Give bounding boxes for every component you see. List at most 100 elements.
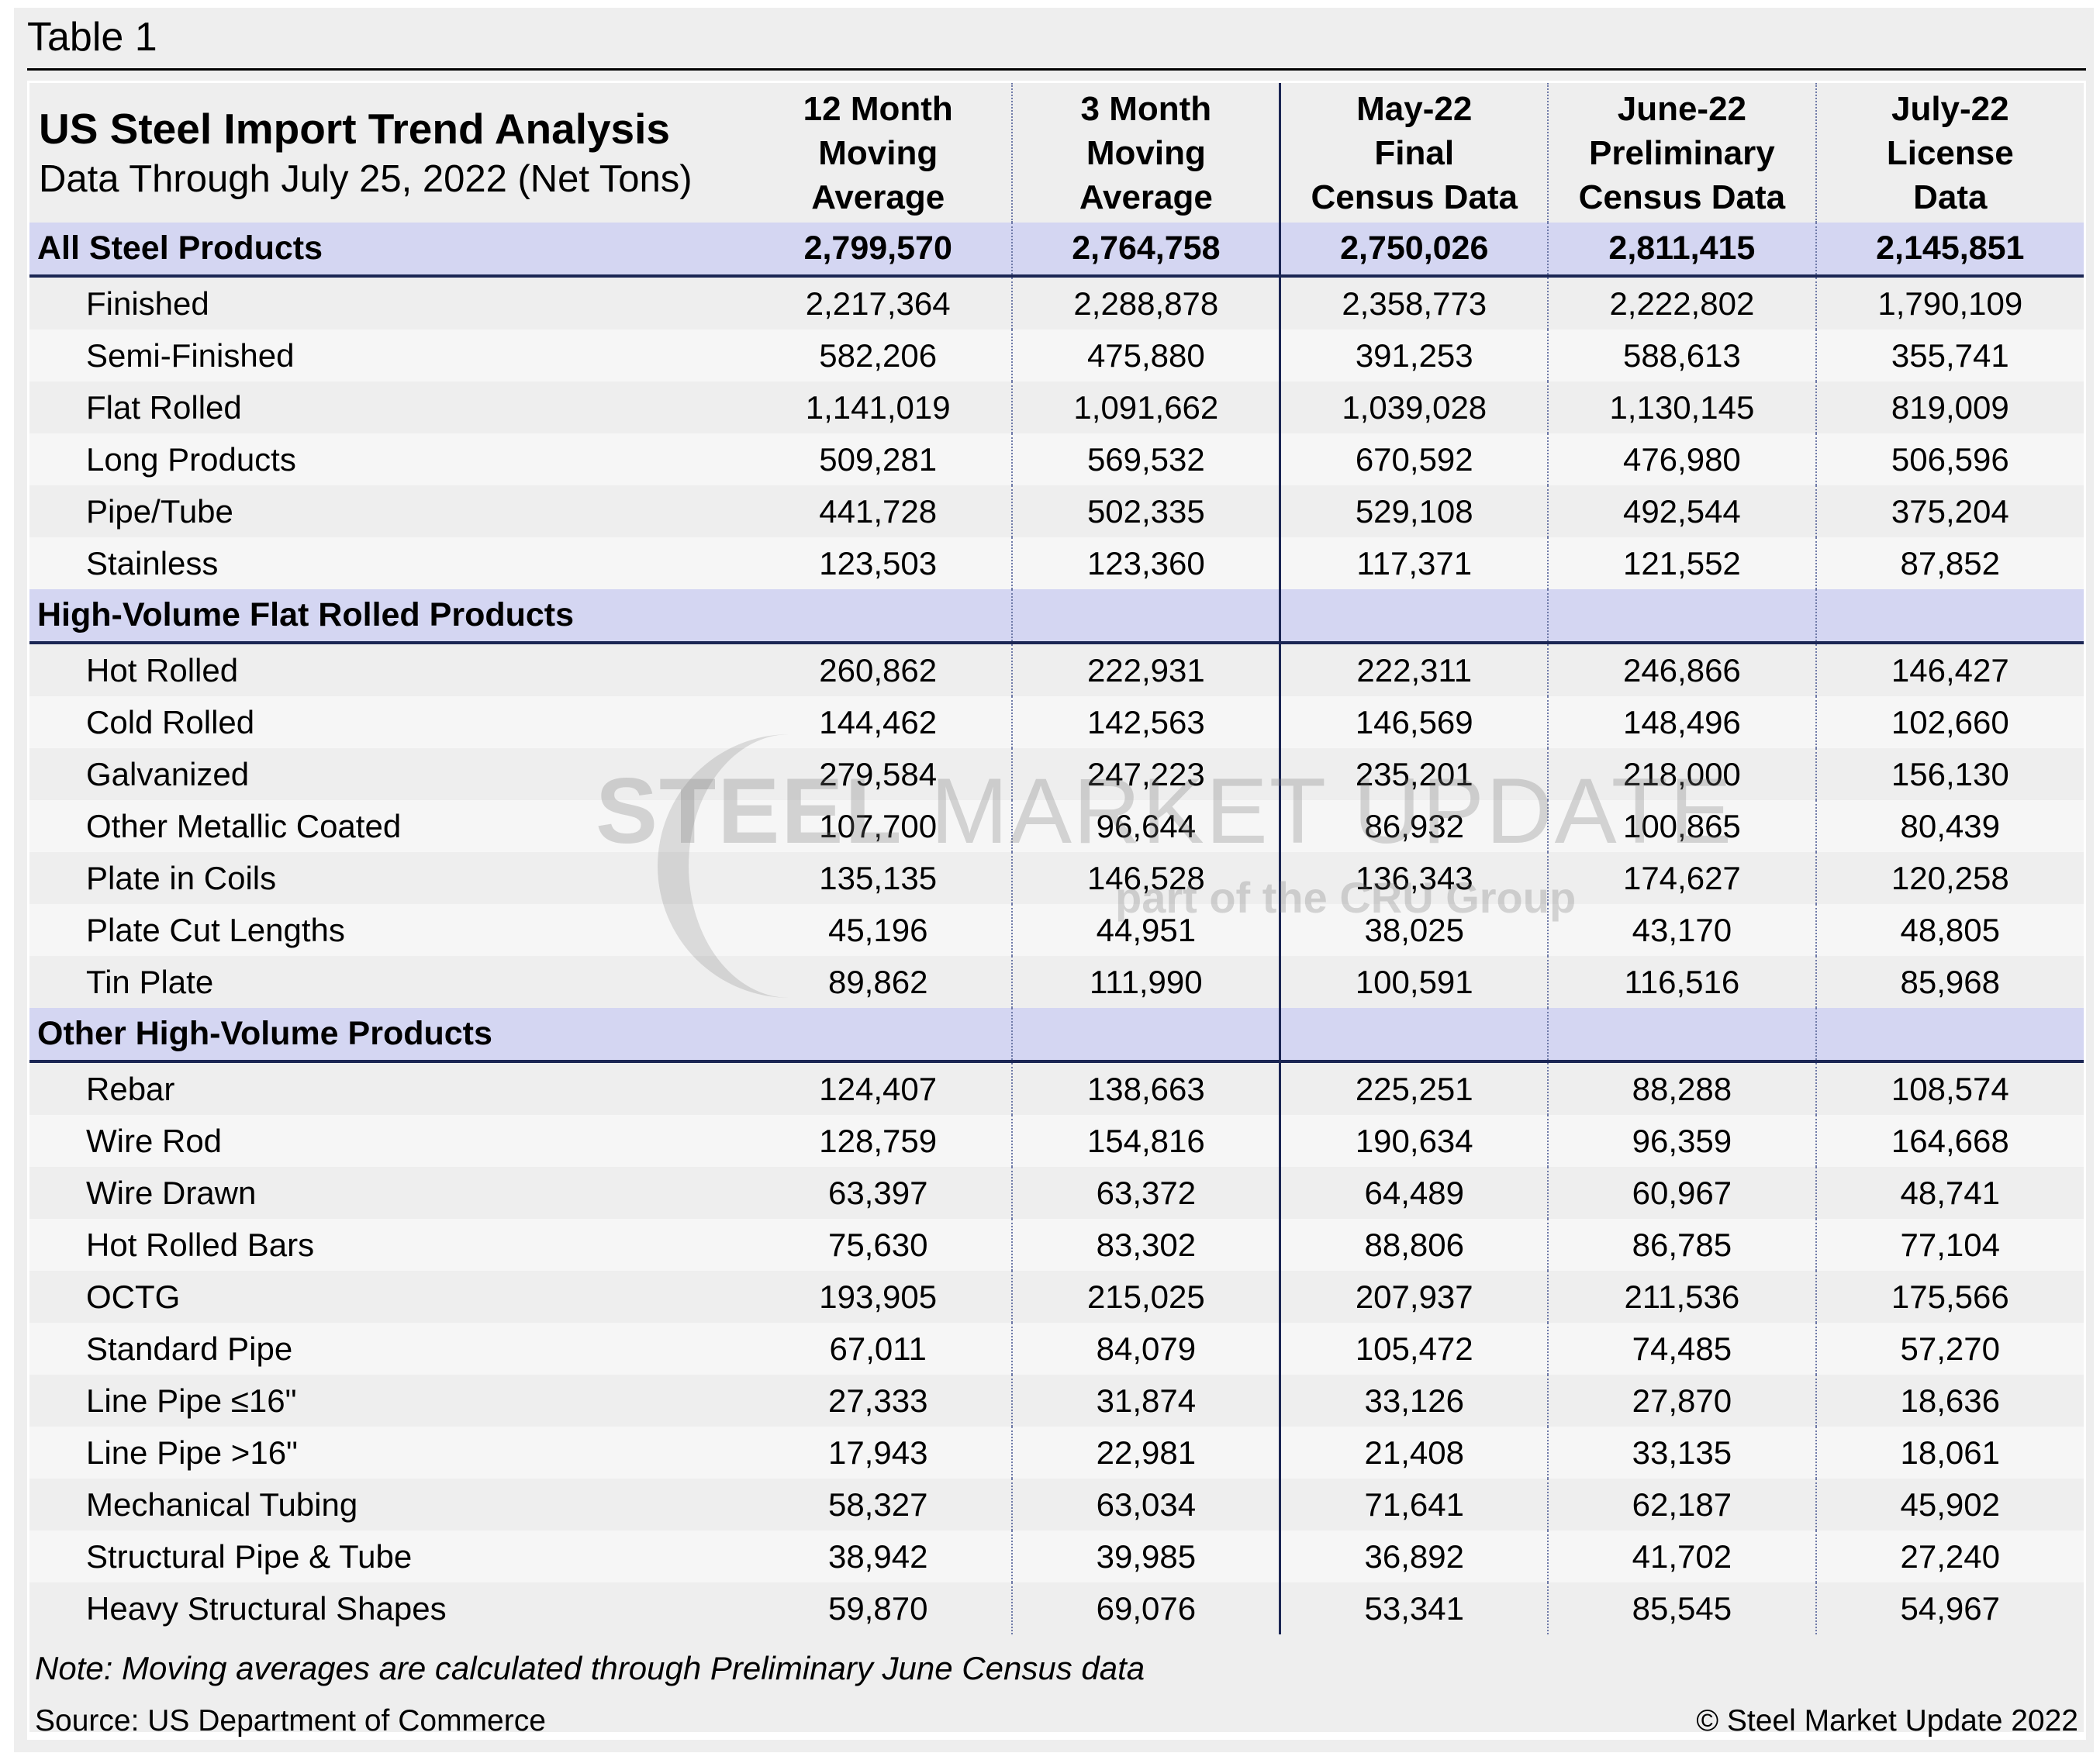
cell-value: 36,892 (1280, 1531, 1549, 1582)
column-header-line: Preliminary (1589, 133, 1775, 172)
section-value (1012, 589, 1282, 644)
cell-value: 135,135 (744, 852, 1014, 904)
cell-value: 38,942 (744, 1531, 1014, 1582)
table-row: Hot Rolled Bars 75,630 83,302 88,806 86,785 7… (29, 1219, 2084, 1271)
section-value: 2,799,570 (744, 223, 1014, 278)
cell-value: 1,141,019 (744, 381, 1014, 433)
table-title-cell: US Steel Import Trend Analysis Data Thro… (29, 83, 744, 223)
cell-value: 146,528 (1012, 852, 1282, 904)
cell-value: 279,584 (744, 748, 1014, 800)
row-label: Other Metallic Coated (29, 800, 745, 852)
section-value (744, 589, 1014, 644)
cell-value: 207,937 (1280, 1271, 1549, 1323)
cell-value: 819,009 (1891, 388, 2009, 426)
cell-value: 111,990 (1012, 956, 1282, 1008)
table-note: Note: Moving averages are calculated thr… (35, 1650, 1145, 1686)
cell-value: 88,288 (1548, 1061, 1817, 1115)
row-label: Line Pipe >16" (29, 1427, 745, 1479)
row-label: Tin Plate (86, 963, 214, 1000)
cell-value: 120,258 (1891, 859, 2009, 896)
row-label: Cold Rolled (29, 696, 745, 748)
cell-value: 63,372 (1012, 1167, 1282, 1219)
cell-value: 22,981 (1012, 1427, 1282, 1479)
section-row: All Steel Products 2,799,570 2,764,758 2,75… (29, 223, 2084, 278)
table-row: Mechanical Tubing 58,327 63,034 71,641 62,18… (29, 1479, 2084, 1531)
column-header-line: July-22 (1891, 89, 2009, 128)
column-header: June-22 Preliminary Census Data (1548, 83, 1817, 223)
cell-value: 441,728 (744, 485, 1014, 537)
section-value: 2,764,758 (1012, 223, 1282, 278)
section-value: 2,750,026 (1280, 223, 1549, 278)
table-row: Hot Rolled 260,862 222,931 222,311 246,866 14… (29, 643, 2084, 696)
table-row: Line Pipe ≤16" 27,333 31,874 33,126 27,870 18… (29, 1375, 2084, 1427)
cell-value: 128,759 (744, 1115, 1014, 1167)
cell-value: 529,108 (1280, 485, 1549, 537)
cell-value: 31,874 (1012, 1375, 1282, 1427)
cell-value: 75,630 (744, 1219, 1014, 1271)
table-row: Wire Drawn 63,397 63,372 64,489 60,967 48,741 (29, 1167, 2084, 1219)
cell-value: 86,932 (1280, 800, 1549, 852)
column-header-line: Moving (1086, 133, 1206, 172)
column-header-line: 12 Month (803, 89, 953, 128)
cell-value: 85,968 (1900, 963, 2001, 1000)
column-header-line: 3 Month (1080, 89, 1212, 128)
cell-value: 67,011 (744, 1323, 1014, 1375)
table-row: Galvanized 279,584 247,223 235,201 218,000 15… (29, 748, 2084, 800)
cell-value: 80,439 (1815, 800, 2084, 852)
cell-value: 116,516 (1548, 956, 1817, 1008)
row-label: Heavy Structural Shapes (86, 1589, 447, 1627)
cell-value: 246,866 (1548, 643, 1817, 696)
row-label: OCTG (86, 1278, 181, 1315)
cell-value: 121,552 (1548, 537, 1817, 589)
cell-value: 1,091,662 (1012, 381, 1282, 433)
column-header-line: May-22 (1356, 89, 1473, 128)
cell-value: 1,130,145 (1548, 381, 1817, 433)
column-header-line: Census Data (1578, 178, 1786, 216)
row-label: Long Products (29, 433, 745, 485)
section-value (1280, 1008, 1549, 1063)
table-row: Wire Rod 128,759 154,816 190,634 96,359 164,6… (29, 1115, 2084, 1167)
table-row: Stainless 123,503 123,360 117,371 121,552 87,… (29, 537, 2084, 589)
cell-value: 21,408 (1280, 1427, 1549, 1479)
row-label: Wire Rod (29, 1115, 745, 1167)
cell-value: 670,592 (1280, 433, 1549, 485)
cell-value: 96,359 (1548, 1115, 1817, 1167)
cell-value: 2,222,802 (1548, 276, 1817, 330)
cell-value: 88,806 (1280, 1219, 1549, 1271)
section-value (1815, 1008, 2084, 1063)
cell-value: 506,596 (1815, 433, 2084, 485)
column-header-line: Final (1374, 133, 1455, 172)
cell-value: 154,816 (1012, 1115, 1282, 1167)
column-header-line: License (1886, 133, 2014, 172)
cell-value: 102,660 (1815, 696, 2084, 748)
column-header: 12 Month Moving Average (744, 83, 1014, 223)
cell-value: 146,569 (1280, 696, 1549, 748)
table-row: Other Metallic Coated 107,700 96,644 86,932… (29, 800, 2084, 852)
table-row: Finished 2,217,364 2,288,878 2,358,773 2,222… (29, 276, 2084, 330)
column-header: May-22 Final Census Data (1280, 83, 1549, 223)
cell-value: 218,000 (1548, 748, 1817, 800)
table-row: Structural Pipe & Tube 38,942 39,985 36,892… (29, 1531, 2084, 1582)
cell-value: 59,870 (744, 1582, 1014, 1634)
cell-value: 146,427 (1891, 651, 2009, 688)
cell-value: 44,951 (1012, 904, 1282, 956)
cell-value: 502,335 (1012, 485, 1282, 537)
cell-value: 18,061 (1815, 1427, 2084, 1479)
column-header: 3 Month Moving Average (1012, 83, 1282, 223)
cell-value: 582,206 (744, 330, 1014, 381)
cell-value: 89,862 (744, 956, 1014, 1008)
cell-value: 156,130 (1891, 755, 2009, 792)
cell-value: 100,591 (1280, 956, 1549, 1008)
section-value (1815, 589, 2084, 644)
row-label: Plate in Coils (86, 859, 277, 896)
cell-value: 225,251 (1280, 1061, 1549, 1115)
cell-value: 48,805 (1815, 904, 2084, 956)
cell-value: 569,532 (1012, 433, 1282, 485)
cell-value: 107,700 (744, 800, 1014, 852)
table-row: Long Products 509,281 569,532 670,592 476,98… (29, 433, 2084, 485)
cell-value: 83,302 (1012, 1219, 1282, 1271)
cell-value: 33,126 (1280, 1375, 1549, 1427)
table-row: Line Pipe >16" 17,943 22,981 21,408 33,135 18… (29, 1427, 2084, 1479)
cell-value: 117,371 (1280, 537, 1549, 589)
section-label: High-Volume Flat Rolled Products (29, 589, 745, 644)
